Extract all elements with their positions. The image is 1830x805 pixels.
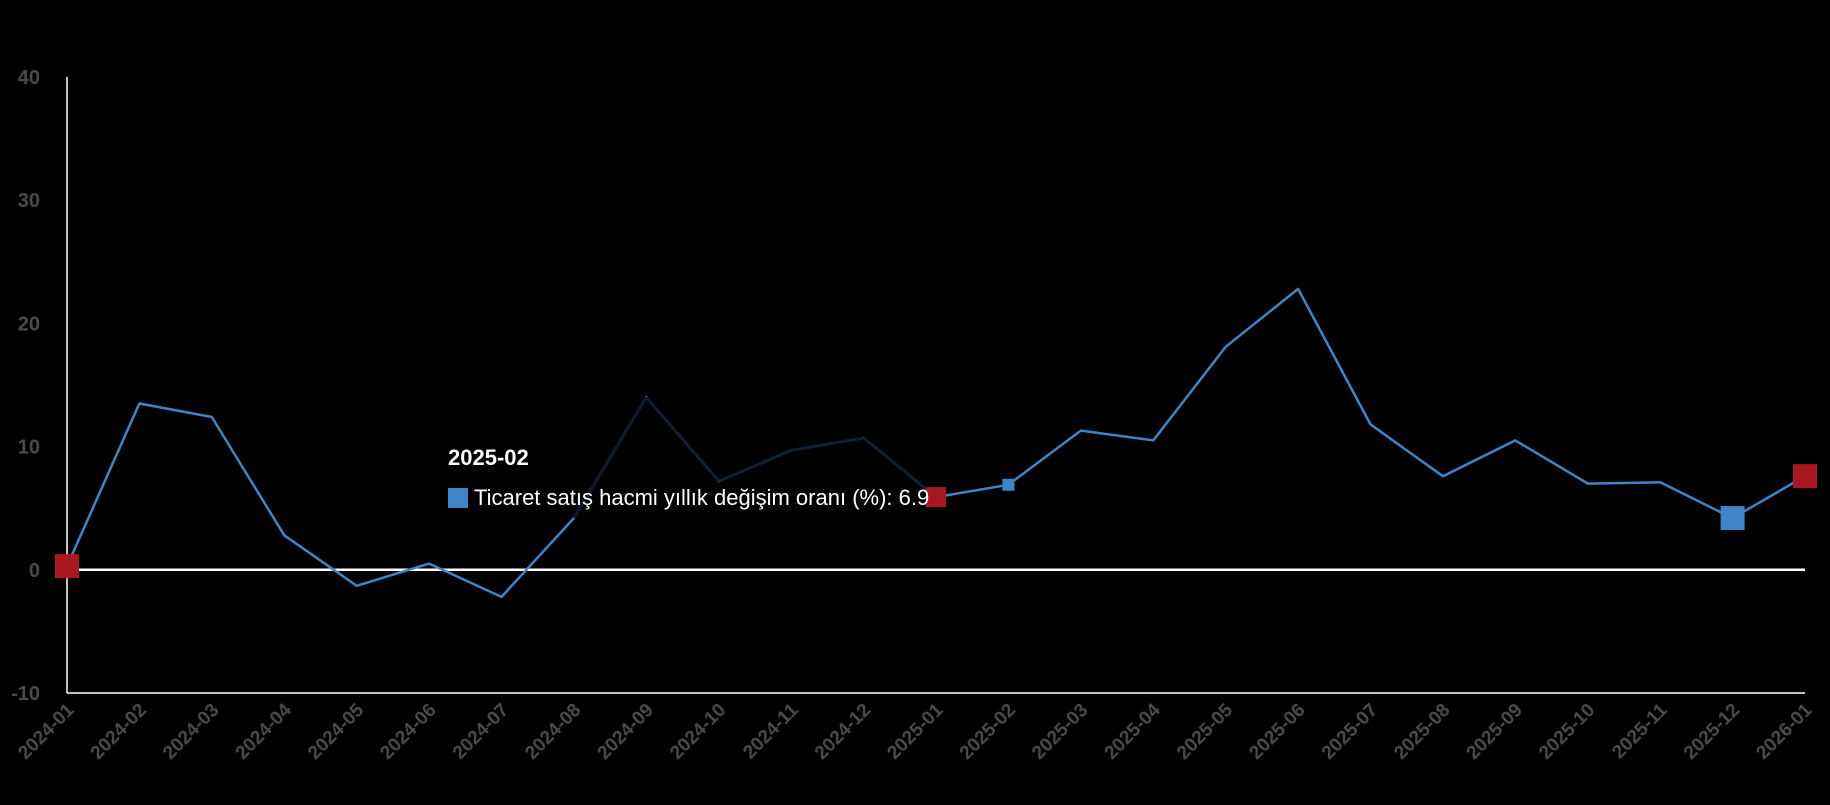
x-tick-label: 2024-09 xyxy=(594,700,658,764)
x-tick-label: 2025-09 xyxy=(1463,700,1527,764)
x-tick-label: 2024-04 xyxy=(232,699,296,763)
data-point-marker-blue[interactable] xyxy=(1002,478,1015,491)
x-axis-tick-labels: 2024-01 2024-02 2024-03 2024-04 2024-05 2024-… xyxy=(14,699,1816,763)
x-tick-label: 2024-11 xyxy=(739,699,803,763)
y-tick-label: 40 xyxy=(18,67,40,89)
data-point-markers xyxy=(55,464,1817,579)
x-tick-label: 2024-03 xyxy=(159,700,223,764)
x-tick-label: 2025-11 xyxy=(1608,699,1672,763)
x-tick-label: 2025-06 xyxy=(1245,700,1309,764)
series-line xyxy=(65,287,1806,599)
x-tick-label: 2024-10 xyxy=(666,700,730,764)
x-tick-label: 2024-02 xyxy=(87,700,151,764)
x-tick-label: 2025-05 xyxy=(1173,699,1237,763)
y-tick-label: 0 xyxy=(29,560,40,582)
dimmed-line-segment xyxy=(645,396,720,482)
data-point-marker-red[interactable] xyxy=(1793,464,1817,489)
x-tick-label: 2025-03 xyxy=(1028,700,1092,764)
x-tick-label: 2024-12 xyxy=(811,700,875,764)
x-tick-label: 2024-01 xyxy=(14,699,78,763)
x-tick-label: 2025-04 xyxy=(1101,699,1165,763)
data-point-marker-red[interactable] xyxy=(55,554,79,579)
dimmed-line-segment xyxy=(790,436,864,452)
dimmed-line-segment xyxy=(862,437,937,499)
data-point-marker-red[interactable] xyxy=(926,487,946,508)
x-tick-label: 2026-01 xyxy=(1752,699,1816,763)
x-tick-label: 2024-06 xyxy=(376,700,440,764)
y-axis-tick-labels: -10 0 10 20 30 40 xyxy=(11,67,40,705)
x-tick-label: 2025-07 xyxy=(1318,700,1382,764)
x-tick-label: 2025-10 xyxy=(1535,700,1599,764)
x-tick-label: 2025-08 xyxy=(1390,700,1454,764)
x-tick-label: 2024-07 xyxy=(449,700,513,764)
x-tick-label: 2025-01 xyxy=(883,699,947,763)
y-tick-label: 30 xyxy=(18,190,40,212)
dimmed-line-segment xyxy=(572,396,648,519)
y-tick-label: 10 xyxy=(18,437,40,459)
hover-highlight-segments xyxy=(572,396,937,519)
x-tick-label: 2024-05 xyxy=(304,699,368,763)
x-tick-label: 2024-08 xyxy=(521,700,585,764)
y-tick-label: 20 xyxy=(18,313,40,335)
x-tick-label: 2025-02 xyxy=(956,700,1020,764)
data-point-marker-blue[interactable] xyxy=(1720,506,1745,531)
dimmed-line-segment xyxy=(718,449,792,483)
x-tick-label: 2025-12 xyxy=(1680,700,1744,764)
y-tick-label: -10 xyxy=(11,683,40,705)
